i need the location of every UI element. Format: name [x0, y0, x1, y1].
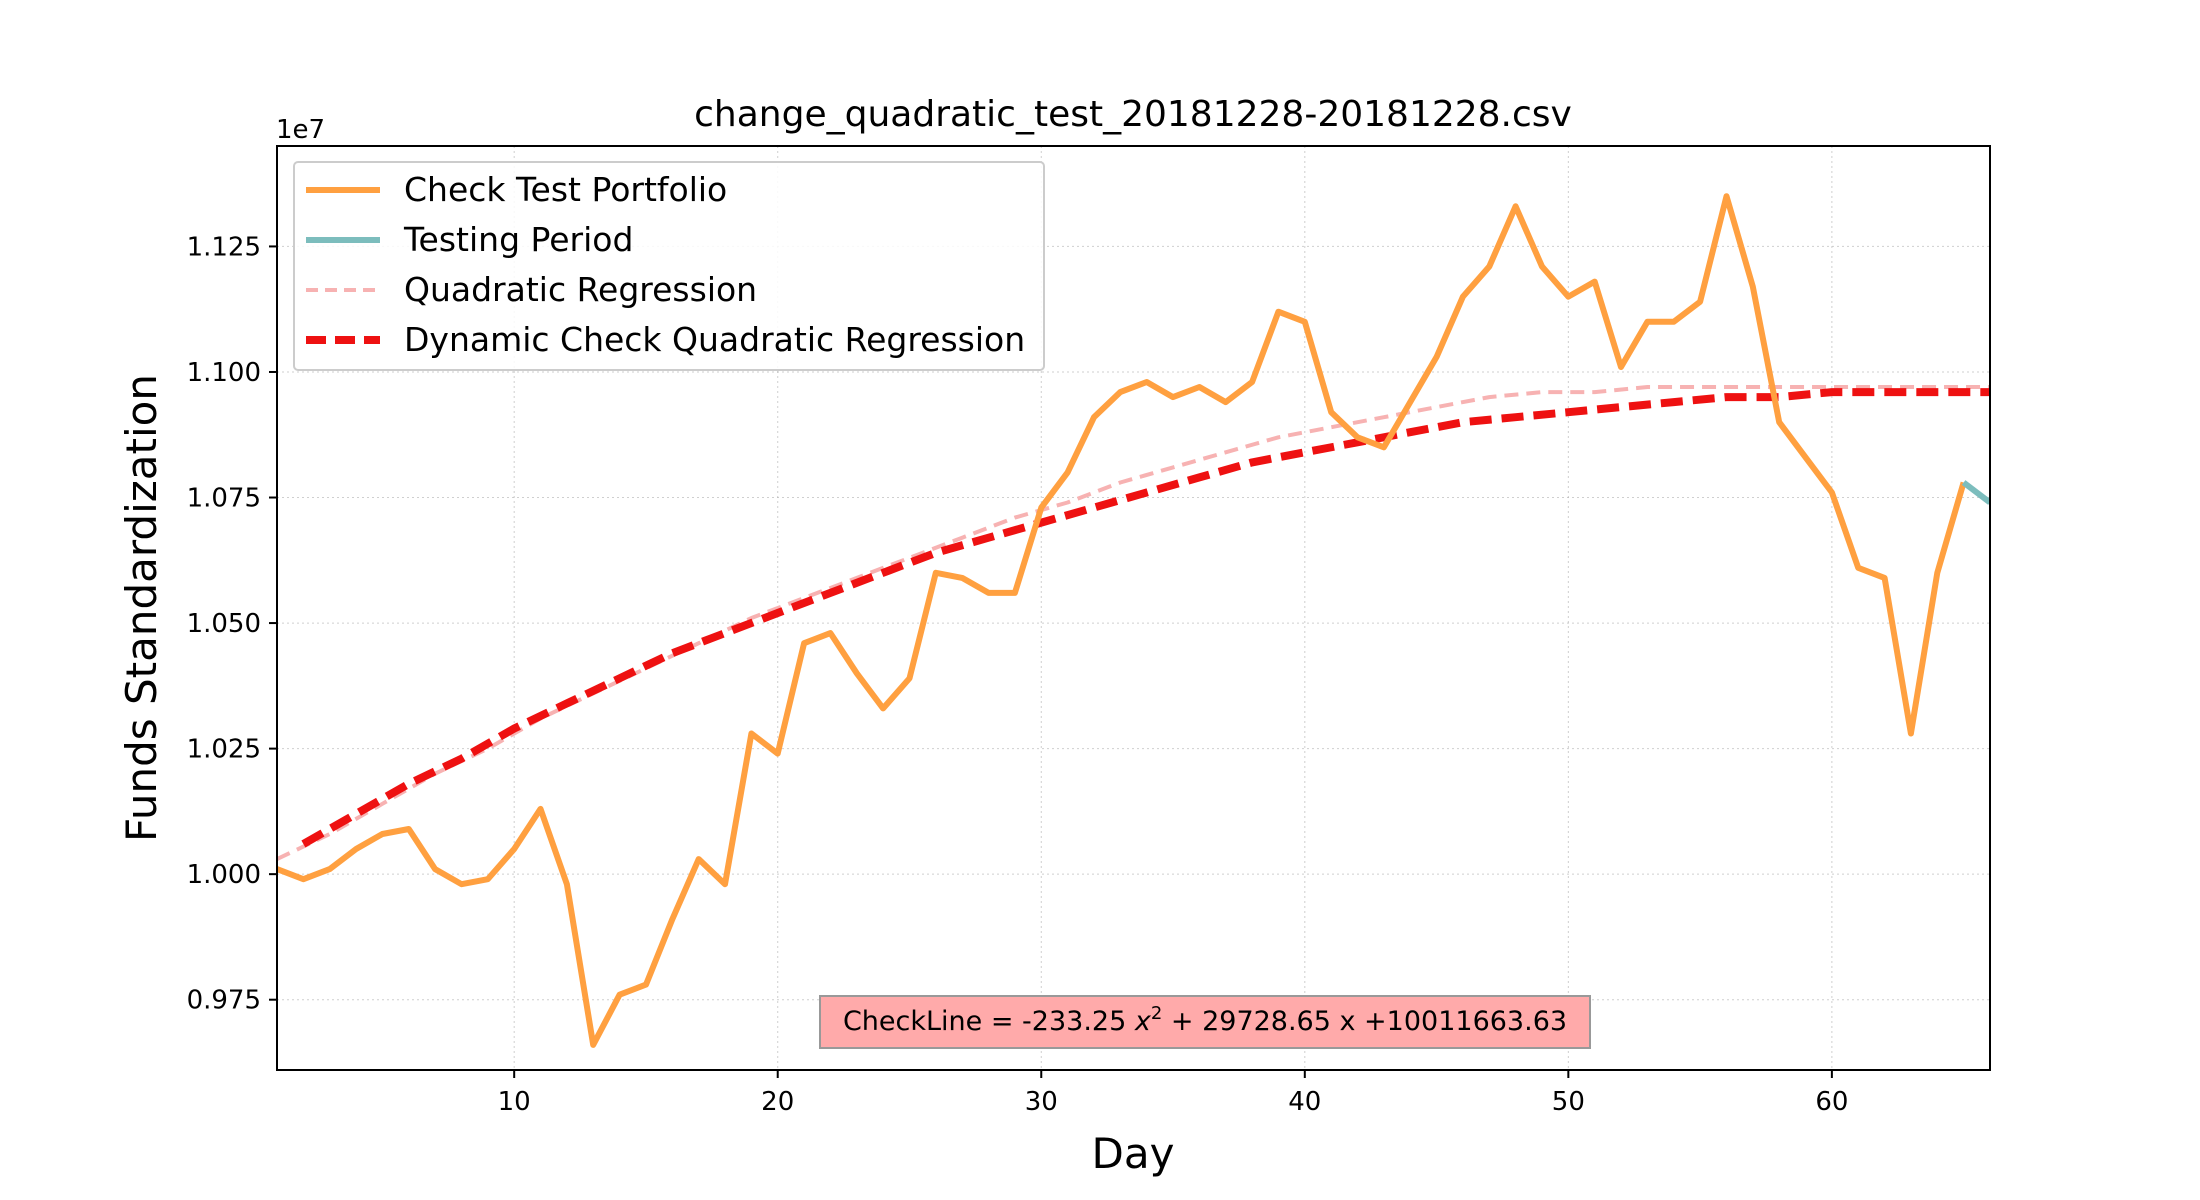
legend-box — [293, 161, 1045, 371]
x-tick-label: 40 — [1288, 1087, 1321, 1117]
x-tick-label: 30 — [1025, 1087, 1058, 1117]
annotation-box — [819, 995, 1591, 1049]
series-line-dynamic-check-quadratic-regression — [301, 388, 1990, 848]
y-tick-label: 1.075 — [187, 484, 261, 514]
y-axis-label: Funds Standardization — [117, 374, 166, 842]
legend-label: Dynamic Check Quadratic Regression — [404, 320, 1025, 359]
x-tick-label: 20 — [761, 1087, 794, 1117]
x-tick-label: 50 — [1552, 1087, 1585, 1117]
legend-label: Check Test Portfolio — [404, 170, 727, 209]
y-axis-offset-label: 1e7 — [276, 115, 325, 145]
series-line-testing-period — [1961, 480, 1990, 505]
plot-area — [277, 193, 1990, 1048]
y-tick-label: 1.025 — [187, 735, 261, 765]
x-tick-label: 60 — [1815, 1087, 1848, 1117]
annotation-text: CheckLine = -233.25 x2 + 29728.65 x +100… — [843, 1003, 1567, 1037]
y-tick-label: 0.975 — [187, 986, 261, 1016]
legend: Check Test Portfolio Testing Period Quadra… — [293, 161, 1045, 371]
y-tick-label: 1.050 — [187, 609, 261, 639]
legend-label: Quadratic Regression — [404, 270, 757, 309]
x-tick-label: 10 — [498, 1087, 531, 1117]
y-tick-label: 1.000 — [187, 860, 261, 890]
x-axis-label: Day — [1092, 1129, 1175, 1178]
regression-equation-annotation: CheckLine = -233.25 x2 + 29728.65 x +100… — [819, 995, 1591, 1049]
y-axis-ticks: 0.975 1.000 1.025 1.050 1.075 1.100 1.125 — [187, 232, 277, 1016]
legend-label: Testing Period — [403, 220, 633, 259]
y-tick-label: 1.100 — [187, 358, 261, 388]
series-line-check-test-portfolio — [277, 193, 1967, 1048]
series-line-quadratic-regression — [277, 385, 1990, 861]
chart-title: change_quadratic_test_20181228-20181228.… — [694, 94, 1572, 135]
y-tick-label: 1.125 — [187, 232, 261, 262]
x-axis-ticks: 10 20 30 40 50 60 — [498, 1070, 1848, 1117]
axes-frame — [276, 145, 1991, 1071]
